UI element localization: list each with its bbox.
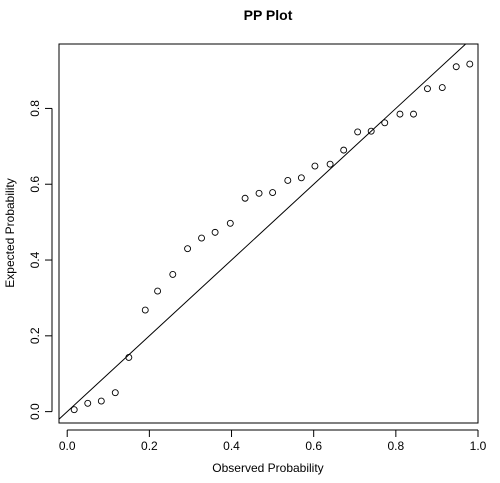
data-point [466, 60, 474, 68]
x-tick-label: 0.8 [387, 439, 404, 453]
data-point [269, 189, 277, 197]
data-point [84, 399, 92, 407]
x-tick-label: 0.0 [59, 439, 76, 453]
data-point [154, 287, 162, 295]
data-point [141, 306, 149, 314]
reference-line [59, 44, 467, 420]
data-point [111, 389, 119, 397]
y-tick-label: 0.0 [28, 403, 42, 420]
reference-line-layer [59, 44, 467, 420]
data-point [97, 397, 105, 405]
data-point [70, 406, 78, 414]
y-tick-label: 0.4 [28, 251, 42, 268]
data-point [125, 353, 133, 361]
data-point [211, 228, 219, 236]
data-point [241, 194, 249, 202]
plot-frame [58, 43, 479, 424]
x-axis-label: Observed Probability [212, 461, 323, 475]
data-point [410, 110, 417, 118]
data-point [396, 110, 404, 118]
chart-title: PP Plot [244, 7, 293, 23]
data-point [226, 219, 234, 227]
data-point [169, 270, 177, 278]
x-tick-label: 0.4 [223, 439, 240, 453]
data-point [381, 119, 389, 127]
points-layer [70, 60, 474, 414]
y-axis-label: Expected Probability [3, 178, 17, 287]
x-tick-label: 0.6 [305, 439, 322, 453]
data-point [354, 128, 362, 136]
data-point [198, 234, 205, 242]
data-point [438, 84, 446, 92]
data-point [340, 146, 348, 154]
data-point [367, 127, 375, 135]
x-tick-label: 0.2 [141, 439, 158, 453]
y-axis: 0.0 0.2 0.4 0.6 0.8 [28, 100, 53, 420]
y-tick-label: 0.2 [28, 327, 42, 344]
data-point [311, 162, 319, 170]
data-point [326, 160, 334, 168]
data-point [255, 189, 263, 197]
data-point [297, 174, 305, 182]
x-axis: 0.0 0.2 0.4 0.6 0.8 1.0 [59, 429, 487, 453]
data-point [424, 85, 431, 93]
y-tick-label: 0.6 [28, 176, 42, 193]
x-tick-label: 1.0 [470, 439, 487, 453]
y-tick-label: 0.8 [28, 100, 42, 117]
data-point [452, 63, 460, 71]
data-point [284, 176, 292, 184]
data-point [184, 245, 192, 253]
